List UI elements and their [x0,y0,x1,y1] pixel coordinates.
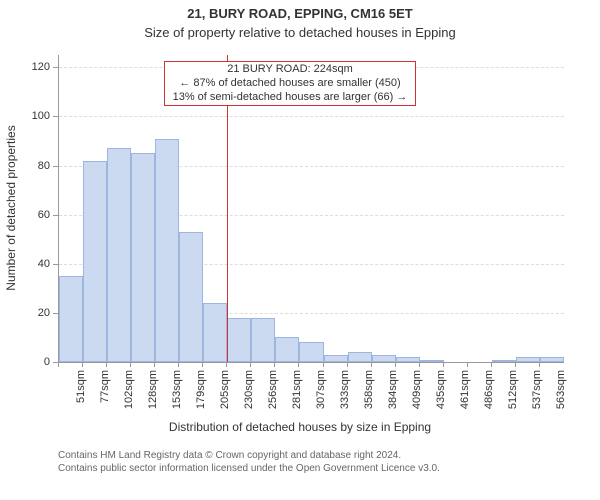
annotation-line-3: 13% of semi-detached houses are larger (… [168,91,412,105]
plot-area: 21 BURY ROAD: 224sqm ← 87% of detached h… [58,55,564,363]
x-tick-label: 384sqm [387,370,399,409]
x-tick [274,362,275,367]
histogram-bar [420,360,444,362]
x-tick-label: 486sqm [483,370,495,409]
y-tick-label: 60 [10,209,50,221]
x-tick-label: 51sqm [75,370,87,403]
y-tick [53,166,58,167]
histogram-bar [251,318,275,362]
x-tick [106,362,107,367]
x-tick-label: 333sqm [339,370,351,409]
histogram-bar [59,276,83,362]
x-tick-label: 230sqm [243,370,255,409]
x-tick [539,362,540,367]
x-tick-label: 179sqm [195,370,207,409]
x-tick [202,362,203,367]
x-tick-label: 77sqm [99,370,111,403]
x-tick-label: 256sqm [267,370,279,409]
x-tick-label: 435sqm [435,370,447,409]
x-tick [298,362,299,367]
x-tick-label: 102sqm [123,370,135,409]
x-tick-label: 461sqm [459,370,471,409]
x-tick-label: 307sqm [315,370,327,409]
x-tick [226,362,227,367]
y-tick [53,215,58,216]
y-tick-label: 120 [10,61,50,73]
y-tick-label: 40 [10,258,50,270]
histogram-bar [227,318,251,362]
x-tick-label: 358sqm [363,370,375,409]
y-tick-label: 0 [10,356,50,368]
x-tick [250,362,251,367]
chart-container: { "layout": { "width": 600, "height": 50… [0,0,600,500]
annotation-line-1: 21 BURY ROAD: 224sqm [168,63,412,77]
x-tick [323,362,324,367]
x-tick [419,362,420,367]
histogram-bar [83,161,107,362]
histogram-bar [299,342,323,362]
x-tick-label: 537sqm [531,370,543,409]
gridline [59,116,564,117]
x-axis-label: Distribution of detached houses by size … [0,420,600,434]
histogram-bar [396,357,420,362]
x-tick-label: 409sqm [411,370,423,409]
x-tick-label: 281sqm [291,370,303,409]
histogram-bar [324,355,348,362]
y-tick [53,116,58,117]
histogram-bar [540,357,564,362]
x-tick [443,362,444,367]
histogram-bar [107,148,131,362]
histogram-bar [179,232,203,362]
x-tick-label: 205sqm [219,370,231,409]
x-tick-label: 512sqm [507,370,519,409]
attribution-line-2: Contains public sector information licen… [58,463,440,476]
histogram-bar [492,360,516,362]
y-tick [53,67,58,68]
y-tick [53,313,58,314]
histogram-bar [348,352,372,362]
histogram-bar [372,355,396,362]
chart-title-address: 21, BURY ROAD, EPPING, CM16 5ET [0,6,600,21]
y-tick-label: 80 [10,160,50,172]
histogram-bar [516,357,540,362]
marker-annotation: 21 BURY ROAD: 224sqm ← 87% of detached h… [164,61,416,106]
histogram-bar [203,303,227,362]
x-tick-label: 563sqm [555,370,567,409]
x-tick-label: 128sqm [147,370,159,409]
x-tick [130,362,131,367]
y-tick-label: 20 [10,307,50,319]
annotation-line-2: ← 87% of detached houses are smaller (45… [168,77,412,91]
x-tick [347,362,348,367]
x-tick [58,362,59,367]
histogram-bar [275,337,299,362]
x-tick [491,362,492,367]
x-tick [467,362,468,367]
histogram-bar [155,139,179,362]
x-tick-label: 153sqm [171,370,183,409]
attribution-text: Contains HM Land Registry data © Crown c… [58,450,440,475]
y-tick-label: 100 [10,110,50,122]
attribution-line-1: Contains HM Land Registry data © Crown c… [58,450,440,463]
x-tick [82,362,83,367]
histogram-bar [131,153,155,362]
x-tick [371,362,372,367]
y-tick [53,264,58,265]
x-tick [395,362,396,367]
x-tick [178,362,179,367]
chart-subtitle: Size of property relative to detached ho… [0,25,600,40]
x-tick [154,362,155,367]
x-tick [515,362,516,367]
